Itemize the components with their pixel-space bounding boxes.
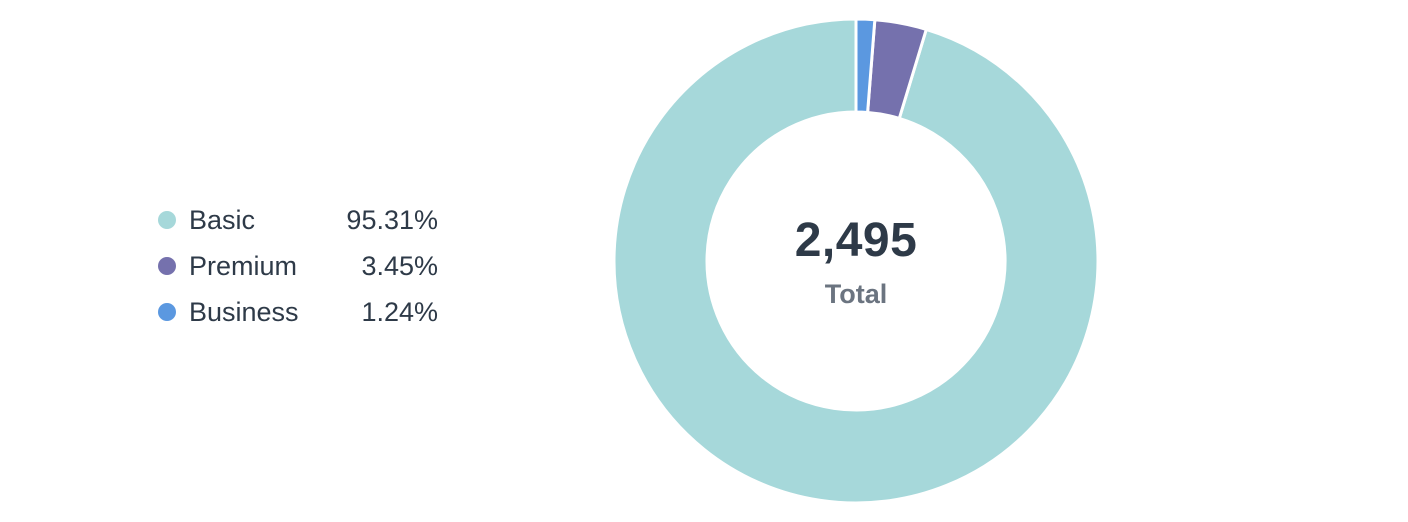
legend-item-business[interactable]: Business 1.24% bbox=[158, 289, 438, 335]
donut-chart: 2,495 Total bbox=[612, 17, 1100, 505]
donut-slice-basic[interactable] bbox=[612, 17, 1100, 505]
chart-legend: Basic 95.31% Premium 3.45% Business 1.24… bbox=[158, 197, 438, 335]
donut-total-value: 2,495 bbox=[794, 214, 918, 267]
donut-svg bbox=[612, 17, 1100, 505]
legend-value: 1.24% bbox=[361, 296, 438, 327]
legend-value: 95.31% bbox=[346, 204, 438, 235]
legend-item-basic[interactable]: Basic 95.31% bbox=[158, 197, 438, 243]
donut-total-label: Total bbox=[824, 279, 888, 309]
legend-item-premium[interactable]: Premium 3.45% bbox=[158, 243, 438, 289]
legend-swatch-basic bbox=[158, 211, 176, 229]
legend-value: 3.45% bbox=[361, 250, 438, 281]
donut-slice-business[interactable] bbox=[854, 17, 877, 115]
legend-label: Basic bbox=[189, 204, 256, 235]
legend-swatch-business bbox=[158, 303, 176, 321]
legend-label: Premium bbox=[189, 250, 298, 281]
legend-swatch-premium bbox=[158, 257, 176, 275]
legend-label: Business bbox=[189, 296, 299, 327]
